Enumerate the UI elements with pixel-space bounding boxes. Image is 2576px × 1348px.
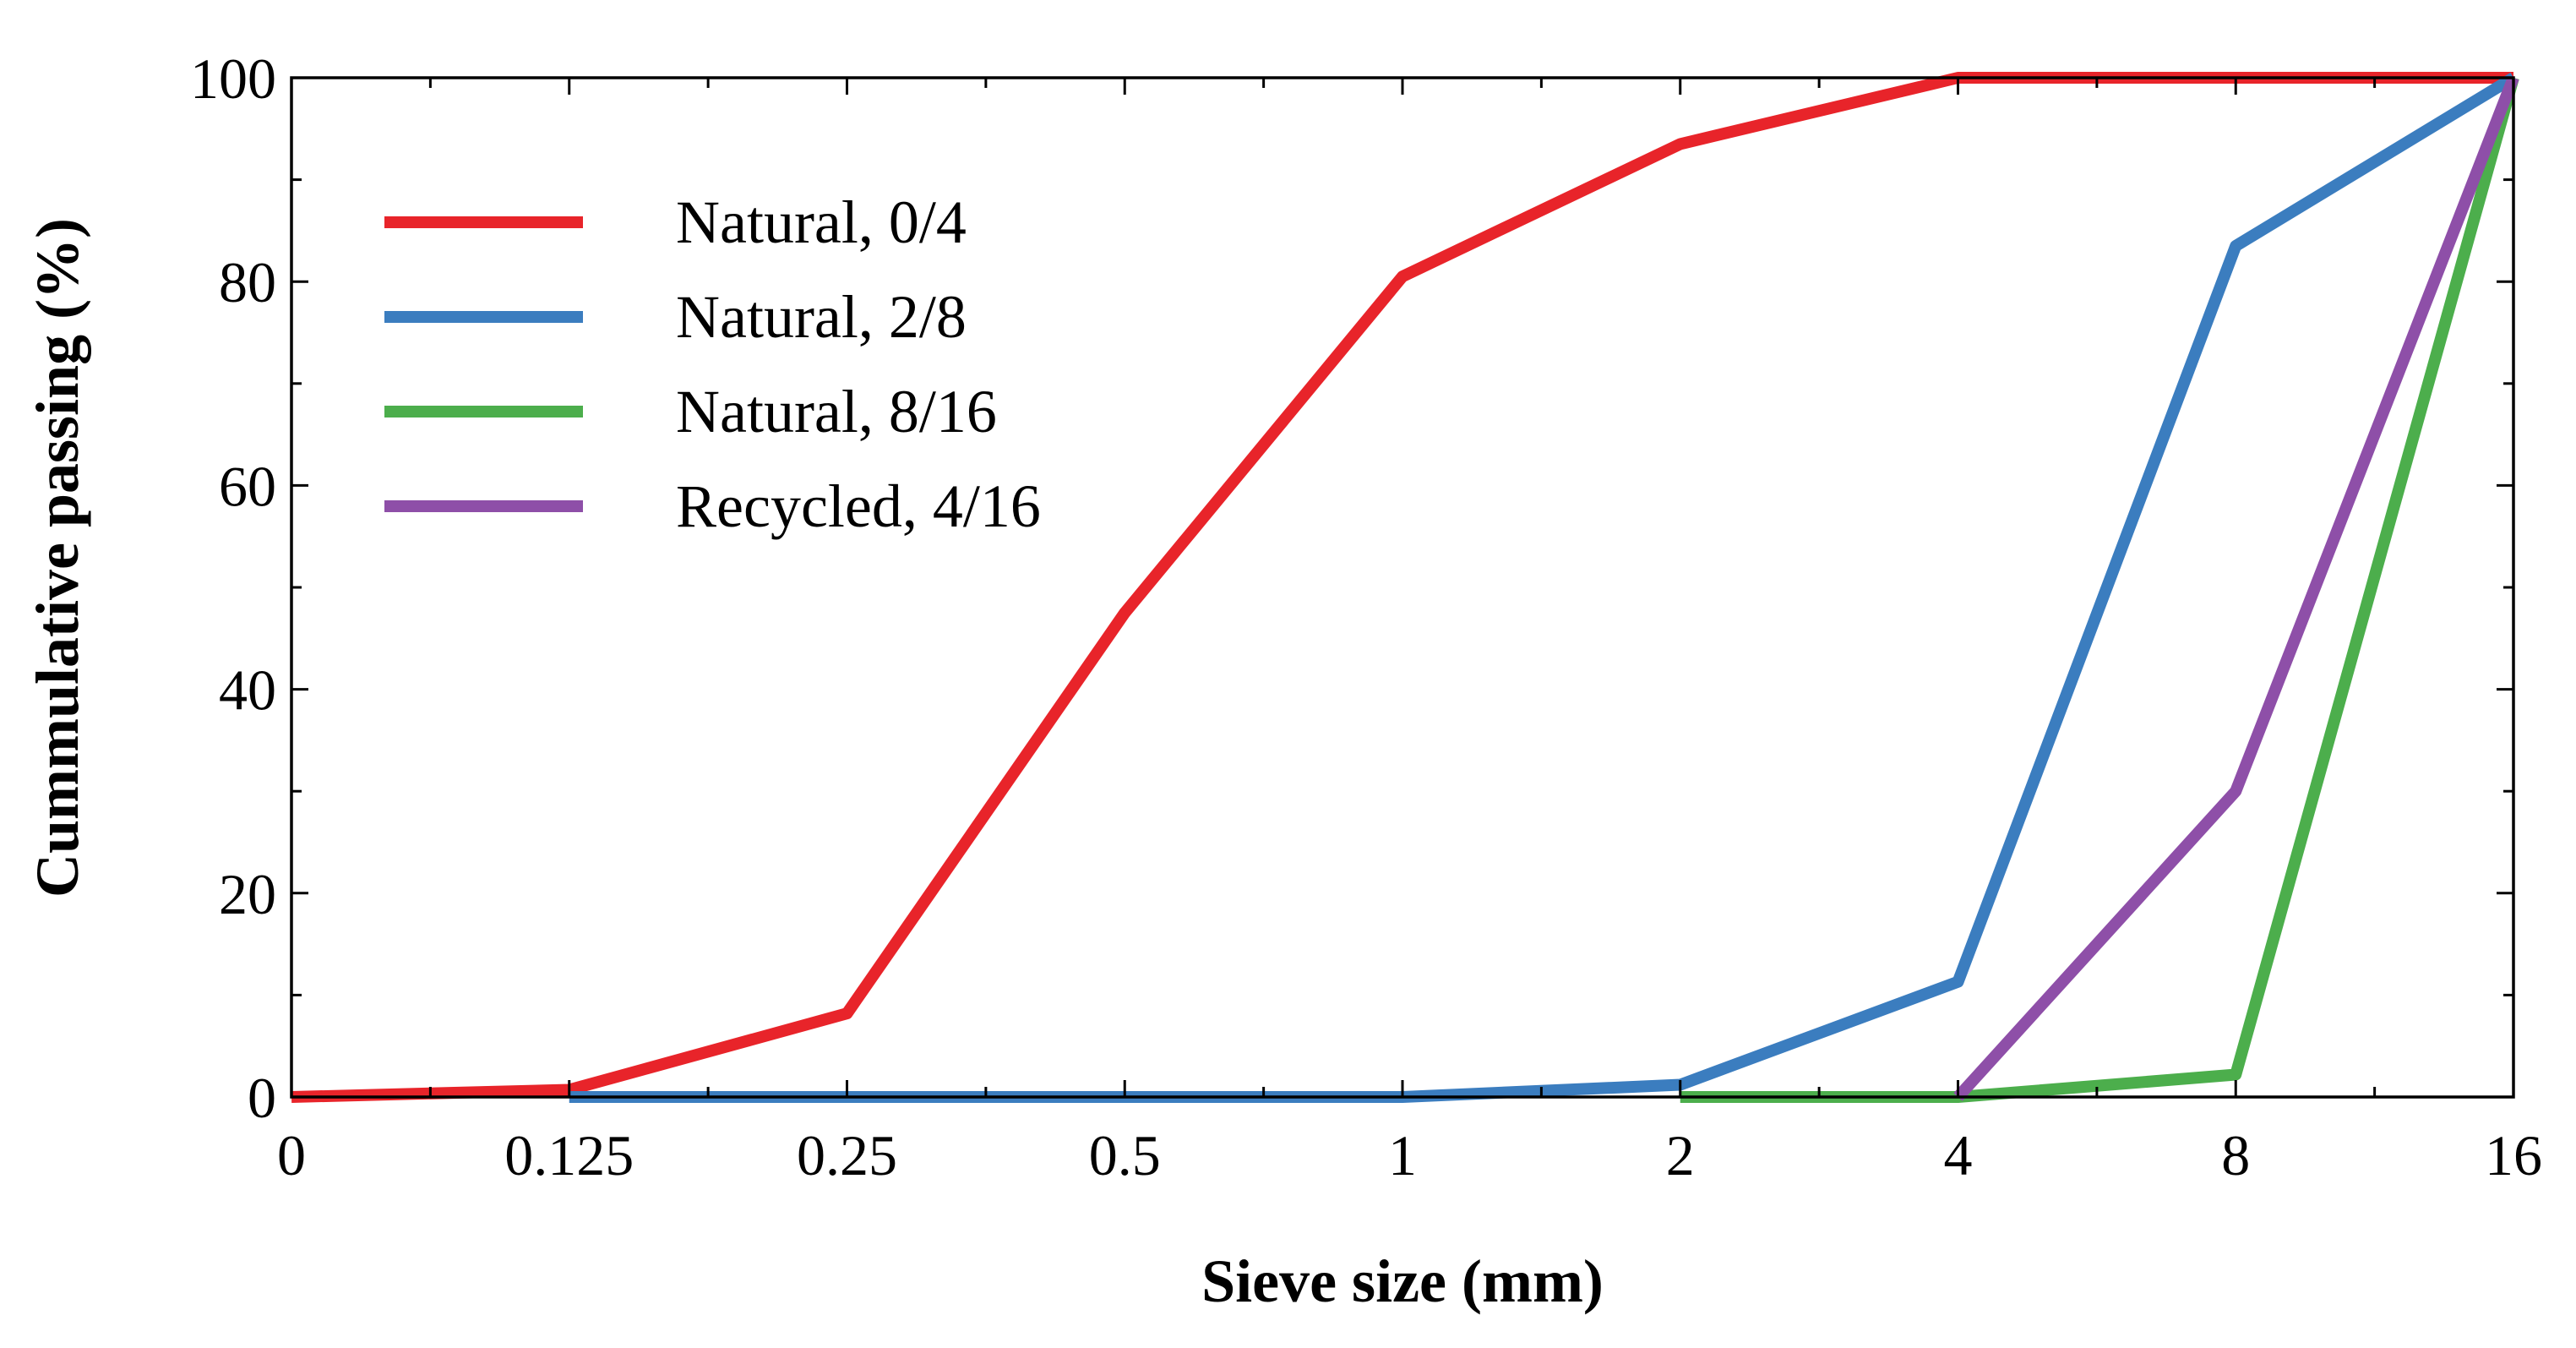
y-axis-title: Cummulative passing (%) [24,218,91,898]
x-tick-label: 0 [277,1123,306,1187]
x-tick-label: 0.125 [504,1123,634,1187]
plot-area [291,72,2519,1103]
x-tick-label: 0.25 [797,1123,897,1187]
legend-label-2: Natural, 2/8 [676,283,967,351]
y-tick-label: 60 [219,454,276,518]
x-tick-label: 16 [2485,1123,2542,1187]
x-tick-label: 4 [1944,1123,1973,1187]
legend: Natural, 0/4 Natural, 2/8 Natural, 8/16 Rec… [384,188,1041,540]
legend-label-4: Recycled, 4/16 [676,472,1041,540]
legend-label-1: Natural, 0/4 [676,188,967,256]
y-tick-label: 100 [190,46,276,111]
x-tick-label: 8 [2221,1123,2250,1187]
series-line-4 [1953,75,2519,1101]
y-tick-label: 0 [248,1066,276,1130]
y-tick-label: 40 [219,658,276,723]
axes: 0 0.125 0.25 0.5 1 2 4 8 16 0 20 40 60 80 100 [190,46,2542,1187]
x-axis-title: Sieve size (mm) [1201,1247,1604,1315]
x-tick-label: 2 [1666,1123,1695,1187]
plot-frame [290,76,2515,1099]
series-line-1 [291,72,2513,1103]
y-tick-label: 20 [219,862,276,926]
legend-label-3: Natural, 8/16 [676,378,997,445]
y-tick-label: 80 [219,250,276,314]
x-tick-label: 0.5 [1089,1123,1161,1187]
x-tick-label: 1 [1388,1123,1417,1187]
